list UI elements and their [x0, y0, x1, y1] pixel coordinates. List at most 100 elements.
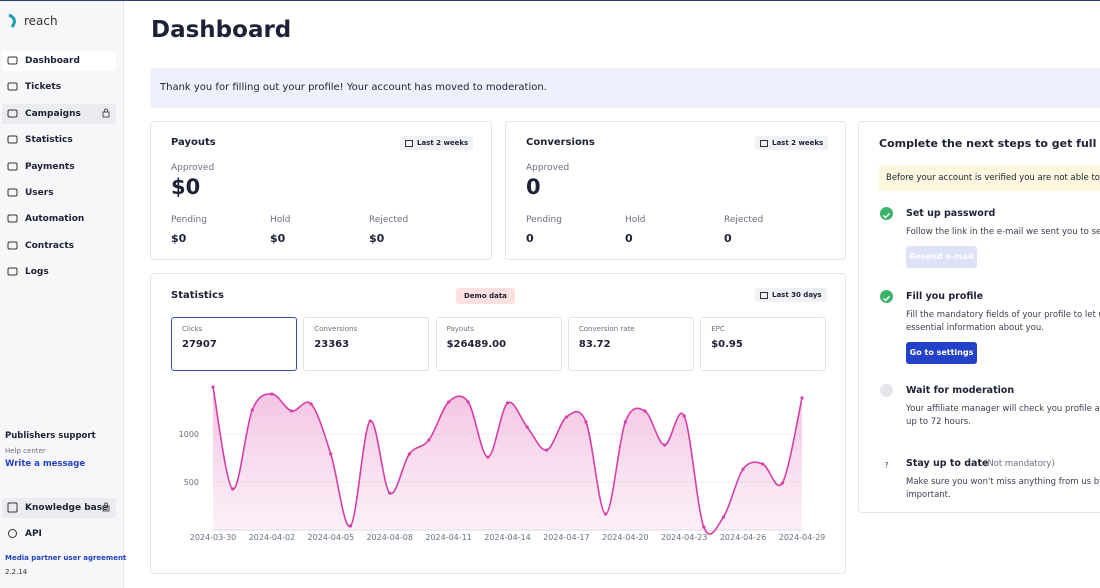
period-pill[interactable]: Last 30 days [755, 288, 827, 302]
nav-item[interactable]: Dashboard [2, 51, 116, 71]
check [882, 212, 891, 219]
x-tick-label: 2024-04-02 [249, 533, 296, 542]
nav-label: Contracts [25, 240, 75, 251]
step-desc: Fill the mandatory fields of your profil… [906, 310, 1100, 320]
point [211, 385, 215, 389]
x-tick-label: 2024-04-11 [425, 533, 472, 542]
nav-item[interactable]: Automation [2, 209, 116, 229]
period: Last 30 days [772, 291, 822, 299]
point [604, 512, 608, 516]
metric-value: 27907 [182, 339, 217, 350]
metric-label: Conversions [314, 325, 358, 333]
step-desc: Make sure you won't miss anything from u… [906, 477, 1100, 487]
rejected-value: $0 [369, 232, 385, 245]
hold-value: $0 [270, 232, 286, 245]
nav-label: Statistics [25, 135, 73, 146]
rejected-label: Rejected [369, 215, 409, 225]
x-tick-label: 2024-03-30 [190, 533, 237, 542]
step-desc: Follow the link in the e-mail we sent yo… [906, 227, 1100, 237]
point [800, 396, 804, 400]
nav-label: Users [25, 188, 54, 198]
step-button[interactable]: Go to settings [906, 342, 977, 364]
nav-item[interactable]: Logs [2, 262, 116, 282]
x-tick-label: 2024-04-05 [308, 533, 355, 542]
point [682, 414, 686, 418]
icon [7, 56, 18, 65]
point [231, 487, 235, 491]
point [309, 402, 313, 406]
api-label: API [25, 529, 42, 539]
icon [7, 502, 18, 513]
point [407, 452, 411, 456]
step-title: Stay up to date [906, 458, 989, 469]
statistics-card: Statistics Demo data Last 30 days 500 100… [150, 273, 846, 574]
area [213, 386, 802, 535]
nav-label: Campaigns [25, 108, 81, 119]
metric-tile[interactable]: EPC $0.95 [700, 317, 827, 371]
metric-value: $26489.00 [446, 339, 507, 350]
banner: Thank you for filling out your profile! … [150, 68, 1100, 108]
metric-tile[interactable]: Payouts $26489.00 [435, 317, 562, 371]
step-title: Fill you profile [906, 291, 984, 302]
hold-value: 0 [625, 232, 633, 245]
metric-label: Conversion rate [578, 325, 635, 333]
metric-tile[interactable]: Conversion rate 83.72 [567, 317, 694, 371]
write-message[interactable]: Write a message [5, 459, 86, 469]
x-tick-label: 2024-04-20 [602, 533, 649, 542]
step-desc: essential information about you. [906, 323, 1044, 333]
sidebar: reach Dashboard Tickets Campaigns Statistic… [0, 1, 127, 588]
metric-tile[interactable]: Clicks 27907 [171, 317, 297, 371]
period-pill[interactable]: Last 2 weeks [755, 136, 829, 150]
icon [7, 109, 18, 118]
approved-value: $0 [171, 175, 201, 199]
nav-item[interactable]: Tickets [2, 77, 116, 97]
step-button: Resend e-mail [906, 246, 977, 268]
x-tick-label: 2024-04-14 [484, 533, 531, 542]
api[interactable]: API [2, 524, 116, 544]
point [368, 419, 372, 423]
pending-value: 0 [526, 232, 534, 245]
period: Last 2 weeks [772, 139, 824, 147]
point [584, 420, 588, 424]
icon [7, 267, 18, 276]
support-title: Publishers support [5, 431, 96, 441]
nav-item[interactable]: Contracts [2, 236, 116, 256]
approved-value: 0 [526, 175, 541, 199]
step-status [880, 207, 893, 220]
approved-label: Approved [526, 163, 570, 173]
pending-label: Pending [171, 215, 207, 225]
card-title: Conversions [526, 137, 595, 148]
steps-card: Complete the next steps to get full acc … [858, 121, 1100, 513]
x-tick-label: 2024-04-29 [779, 533, 826, 542]
point [250, 408, 254, 412]
nav-label: Dashboard [25, 56, 80, 66]
icon [7, 188, 18, 197]
step-desc: up to 72 hours. [906, 417, 971, 427]
knowledge-base[interactable]: Knowledge base [2, 498, 116, 518]
nav-label: Automation [25, 214, 85, 225]
pending-value: $0 [171, 232, 187, 245]
nav-item[interactable]: Payments [2, 157, 116, 177]
agreement-link[interactable]: Media partner user agreement [5, 554, 127, 562]
icon [7, 162, 18, 171]
nav-item[interactable]: Campaigns [2, 103, 116, 124]
nav-item[interactable]: Users [2, 183, 116, 203]
conversions-card: Conversions Last 2 weeks Approved 0 Pending 0… [505, 121, 846, 260]
metric-tile[interactable]: Conversions 23363 [303, 317, 430, 371]
nav-label: Tickets [25, 82, 62, 93]
point [486, 455, 490, 459]
line-chart: 500 1000 2024-03-30 2024-04-02 2024-04-05 202… [179, 385, 826, 542]
approved-label: Approved [171, 163, 215, 173]
period-pill[interactable]: Last 2 weeks [400, 136, 474, 150]
nav-item[interactable]: Statistics [2, 130, 116, 150]
step-title: Wait for moderation [906, 385, 1015, 396]
lock-icon [102, 502, 110, 512]
metric-label: EPC [711, 325, 725, 333]
knowledge-base-label: Knowledge base [25, 503, 109, 513]
y-tick-label: 1000 [179, 430, 199, 439]
statistics-title: Statistics [171, 290, 224, 301]
step-desc: important. [906, 490, 951, 500]
step-note: (Not mandatory) [984, 459, 1055, 469]
x-tick-label: 2024-04-23 [661, 533, 708, 542]
rejected-value: 0 [724, 232, 732, 245]
